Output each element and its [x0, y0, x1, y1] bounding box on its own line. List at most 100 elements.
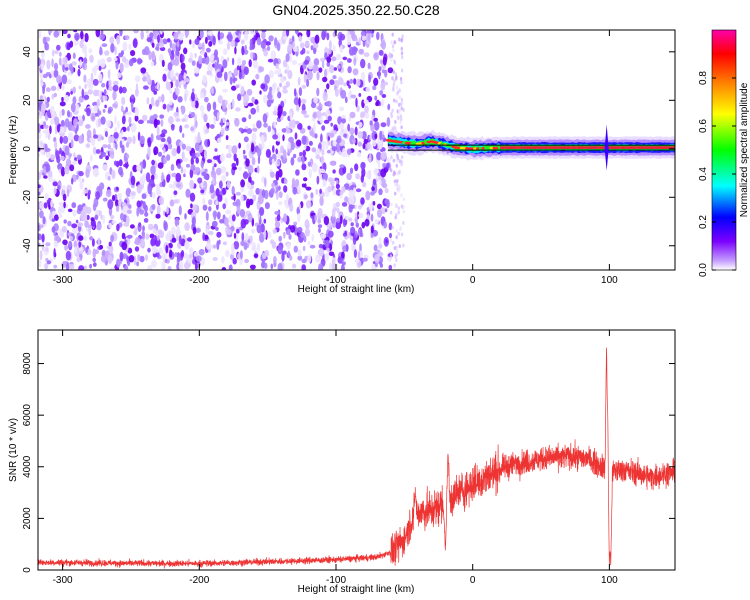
noise-blob: [297, 122, 303, 130]
noise-blob: [100, 58, 106, 68]
noise-blob: [53, 30, 59, 38]
noise-blob: [112, 103, 118, 108]
signal-spike: [604, 124, 609, 171]
noise-blob: [118, 166, 123, 176]
noise-blob: [293, 245, 298, 253]
noise-blob: [388, 264, 393, 270]
noise-blob: [82, 189, 86, 196]
noise-blob: [108, 241, 112, 247]
noise-blob: [302, 245, 306, 252]
noise-blob: [318, 243, 323, 249]
noise-blob: [190, 111, 196, 118]
noise-blob: [73, 134, 80, 142]
noise-blob: [278, 235, 283, 242]
noise-blob: [301, 156, 305, 165]
noise-blob: [313, 47, 317, 55]
noise-blob: [160, 137, 166, 143]
noise-blob: [149, 233, 155, 239]
noise-blob: [391, 108, 394, 113]
noise-blob: [137, 254, 141, 262]
noise-blob: [139, 255, 145, 263]
noise-blob: [397, 231, 400, 236]
noise-blob: [276, 42, 281, 52]
noise-blob: [67, 208, 73, 213]
noise-blob: [372, 201, 376, 206]
noise-blob: [82, 62, 85, 69]
noise-blob: [194, 167, 201, 172]
noise-blob: [357, 211, 360, 220]
noise-blob: [236, 228, 240, 234]
noise-blob: [341, 251, 345, 259]
noise-blob: [300, 50, 304, 55]
noise-blob: [349, 30, 354, 35]
noise-blob: [334, 87, 339, 97]
noise-blob: [202, 74, 208, 84]
noise-blob: [189, 254, 194, 259]
noise-blob: [39, 250, 43, 260]
noise-blob: [354, 163, 359, 172]
noise-blob: [174, 252, 178, 257]
noise-blob: [163, 157, 168, 164]
noise-blob: [129, 224, 135, 229]
noise-blob: [114, 114, 117, 125]
noise-blob: [77, 115, 83, 121]
noise-blob: [298, 203, 302, 210]
noise-blob: [55, 150, 60, 160]
noise-blob: [317, 224, 323, 229]
noise-blob: [281, 128, 287, 133]
noise-blob: [140, 30, 144, 40]
noise-blob: [153, 90, 157, 95]
noise-blob: [201, 50, 205, 56]
noise-blob: [79, 59, 82, 69]
noise-blob: [92, 257, 96, 263]
noise-blob: [310, 45, 314, 51]
noise-blob: [257, 155, 261, 165]
noise-blob: [259, 188, 263, 197]
noise-blob: [136, 261, 140, 267]
noise-blob: [318, 227, 321, 233]
noise-blob: [67, 33, 71, 39]
noise-blob: [39, 201, 45, 210]
noise-blob: [166, 206, 169, 215]
noise-blob: [88, 48, 93, 54]
noise-blob: [130, 122, 137, 133]
noise-blob: [118, 159, 123, 167]
noise-blob: [48, 170, 53, 178]
noise-blob: [159, 247, 163, 254]
noise-blob: [181, 143, 186, 150]
noise-blob: [282, 89, 288, 94]
noise-blob: [253, 253, 259, 258]
noise-blob: [89, 137, 95, 143]
noise-blob: [221, 175, 227, 182]
noise-blob: [59, 135, 63, 144]
noise-blob: [246, 128, 253, 135]
noise-blob: [141, 231, 145, 236]
noise-blob: [63, 94, 70, 103]
noise-blob: [203, 149, 208, 160]
noise-blob: [56, 75, 62, 84]
noise-blob: [331, 263, 336, 270]
noise-blob: [95, 149, 101, 154]
noise-blob: [203, 174, 209, 180]
noise-blob: [377, 252, 384, 257]
noise-blob: [107, 175, 111, 181]
noise-blob: [207, 63, 214, 73]
noise-blob: [155, 134, 162, 141]
noise-blob: [71, 223, 78, 229]
noise-blob: [238, 72, 243, 80]
noise-blob: [378, 236, 382, 246]
noise-blob: [177, 254, 181, 263]
noise-blob: [104, 104, 107, 109]
noise-blob: [398, 37, 401, 42]
noise-blob: [402, 108, 405, 112]
noise-blob: [251, 96, 255, 104]
noise-blob: [109, 267, 116, 270]
noise-blob: [110, 151, 115, 156]
noise-blob: [215, 226, 219, 231]
noise-blob: [83, 74, 87, 83]
noise-blob: [126, 234, 133, 239]
noise-blob: [399, 120, 402, 125]
noise-blob: [112, 84, 119, 92]
noise-blob: [92, 146, 97, 155]
